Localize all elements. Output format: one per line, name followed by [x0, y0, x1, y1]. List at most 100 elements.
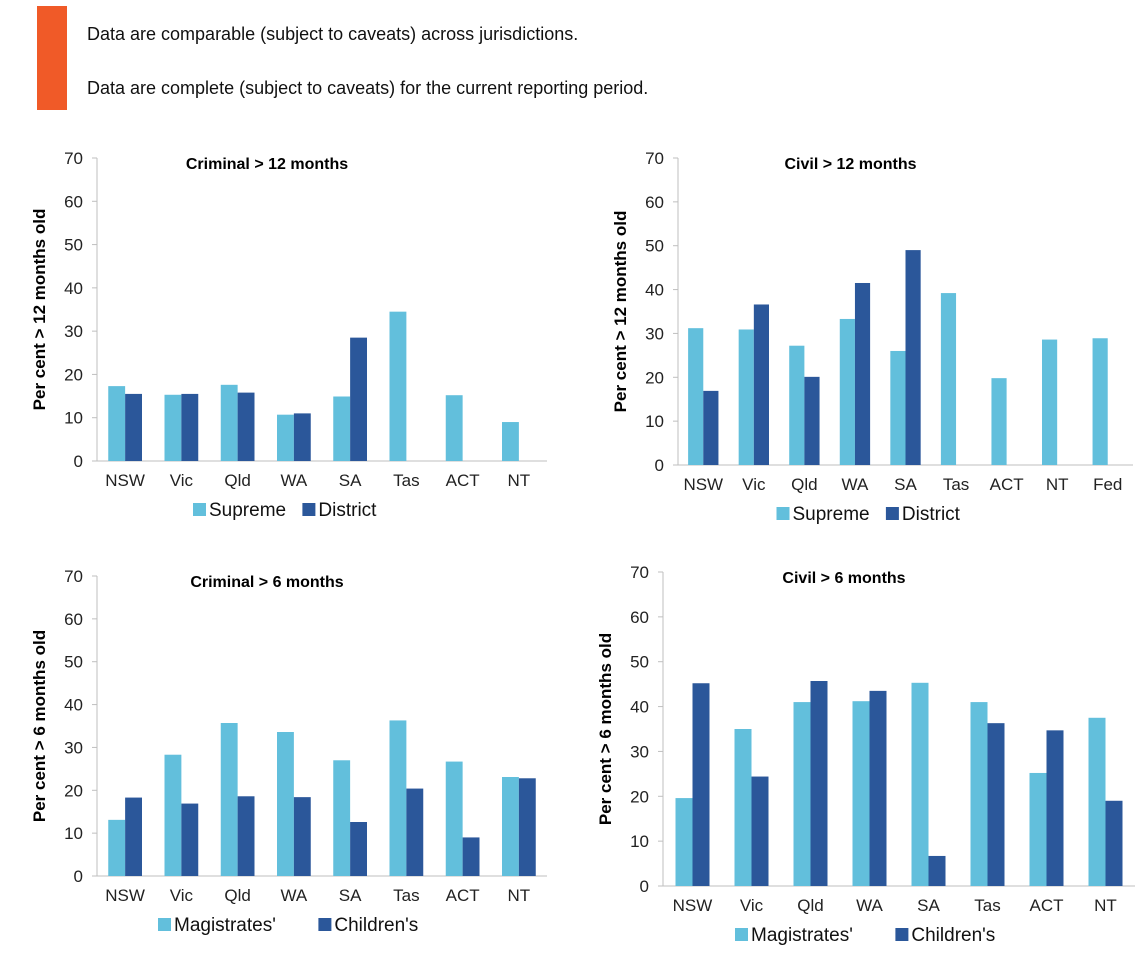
x-tick-label: NSW	[105, 471, 145, 490]
bar-supreme	[389, 311, 407, 461]
bar-supreme	[1092, 338, 1108, 465]
y-tick-label: 60	[64, 610, 83, 629]
y-tick-label: 0	[640, 877, 649, 896]
x-tick-label: ACT	[1030, 896, 1064, 915]
x-tick-label: Tas	[943, 475, 969, 494]
x-tick-label: WA	[280, 886, 307, 905]
legend-label: Magistrates'	[751, 925, 853, 946]
x-tick-label: Vic	[170, 471, 194, 490]
legend-swatch	[885, 507, 899, 520]
note-complete: Data are complete (subject to caveats) f…	[87, 78, 649, 98]
bar-district	[753, 304, 769, 465]
y-tick-label: 30	[645, 324, 664, 343]
legend-swatch	[193, 503, 206, 516]
y-tick-label: 10	[645, 412, 664, 431]
y-tick-label: 30	[64, 322, 83, 341]
bar-supreme	[688, 328, 704, 465]
bar-childrens	[350, 822, 367, 876]
bar-district	[350, 337, 367, 461]
bar-magistrates	[675, 798, 693, 886]
y-tick-label: 60	[64, 192, 83, 211]
x-tick-label: NSW	[673, 896, 713, 915]
y-tick-label: 40	[64, 279, 83, 298]
y-axis-title: Per cent > 12 months old	[30, 209, 49, 411]
y-tick-label: 50	[630, 653, 649, 672]
x-tick-label: Vic	[170, 886, 194, 905]
bar-magistrates	[1088, 717, 1106, 886]
chart-title: Criminal > 12 months	[186, 156, 348, 173]
x-tick-label: NSW	[683, 475, 723, 494]
bar-district	[125, 393, 142, 461]
bar-district	[804, 376, 820, 465]
y-tick-label: 60	[630, 608, 649, 627]
x-tick-label: Tas	[393, 886, 419, 905]
bar-district	[905, 250, 921, 465]
bar-supreme	[502, 422, 519, 461]
y-tick-label: 30	[630, 742, 649, 761]
bar-supreme	[991, 378, 1007, 465]
y-tick-label: 0	[74, 452, 83, 471]
y-tick-label: 20	[64, 781, 83, 800]
chart-civil-6-months: Civil > 6 months 0 10 20 30 40 50 60 70 Per cent …	[596, 563, 1135, 946]
legend-label: Magistrates'	[174, 915, 276, 936]
x-tick-label: Fed	[1093, 475, 1122, 494]
y-tick-label: 50	[64, 236, 83, 255]
section-accent-bar	[37, 6, 67, 110]
legend-swatch	[302, 503, 316, 516]
bar-supreme	[277, 414, 294, 461]
bar-supreme	[738, 329, 754, 465]
note-comparable: Data are comparable (subject to caveats)…	[87, 24, 579, 44]
chart-criminal-12-months: Criminal > 12 months 0 10 20 30 40 50 60 70 Per c…	[30, 149, 547, 521]
y-tick-label: 10	[630, 832, 649, 851]
legend-label: Children's	[334, 915, 418, 936]
bar-magistrates	[333, 760, 351, 876]
bar-supreme	[445, 395, 463, 461]
bar-childrens	[810, 681, 828, 886]
y-axis-title: Per cent > 6 months old	[596, 633, 615, 825]
x-tick-label: NT	[1046, 475, 1069, 494]
y-tick-label: 70	[630, 563, 649, 582]
legend-swatch	[895, 928, 909, 941]
bar-magistrates	[108, 819, 126, 876]
y-axis-title: Per cent > 6 months old	[30, 630, 49, 822]
y-tick-label: 20	[630, 787, 649, 806]
bar-supreme	[220, 384, 238, 461]
legend-label: Supreme	[209, 500, 286, 521]
chart-title: Civil > 6 months	[782, 570, 905, 587]
bar-magistrates	[389, 720, 407, 876]
x-tick-label: NSW	[105, 886, 145, 905]
bar-childrens	[293, 797, 311, 876]
bar-magistrates	[852, 701, 870, 886]
legend-label: District	[902, 504, 961, 525]
bar-district	[181, 393, 199, 461]
bar-magistrates	[164, 754, 182, 876]
y-axis-title: Per cent > 12 months old	[611, 211, 630, 413]
x-tick-label: SA	[917, 896, 940, 915]
bar-supreme	[839, 318, 855, 465]
bar-magistrates	[445, 761, 463, 876]
x-tick-label: Tas	[974, 896, 1000, 915]
y-tick-label: 40	[630, 698, 649, 717]
x-tick-label: ACT	[446, 886, 480, 905]
legend-label: District	[318, 500, 377, 521]
chart-civil-12-months: Civil > 12 months 0 10 20 30 40 50 60 70 Per cent…	[611, 149, 1133, 525]
y-tick-label: 70	[645, 149, 664, 168]
y-tick-label: 70	[64, 567, 83, 586]
x-tick-label: Vic	[740, 896, 764, 915]
bar-magistrates	[502, 777, 519, 876]
bar-magistrates	[1029, 772, 1047, 886]
bar-childrens	[181, 803, 199, 876]
x-tick-label: Vic	[742, 475, 766, 494]
bar-childrens	[462, 837, 480, 876]
bar-district	[237, 392, 255, 461]
legend-label: Children's	[911, 925, 995, 946]
bar-childrens	[1105, 800, 1123, 886]
x-tick-label: ACT	[990, 475, 1024, 494]
x-tick-label: NT	[1094, 896, 1117, 915]
x-tick-label: WA	[842, 475, 869, 494]
x-tick-label: SA	[894, 475, 917, 494]
y-tick-label: 50	[64, 653, 83, 672]
chart-criminal-6-months: Criminal > 6 months 0 10 20 30 40 50 60 70 Per ce…	[30, 567, 547, 936]
x-tick-label: SA	[339, 886, 362, 905]
bar-childrens	[928, 855, 946, 886]
